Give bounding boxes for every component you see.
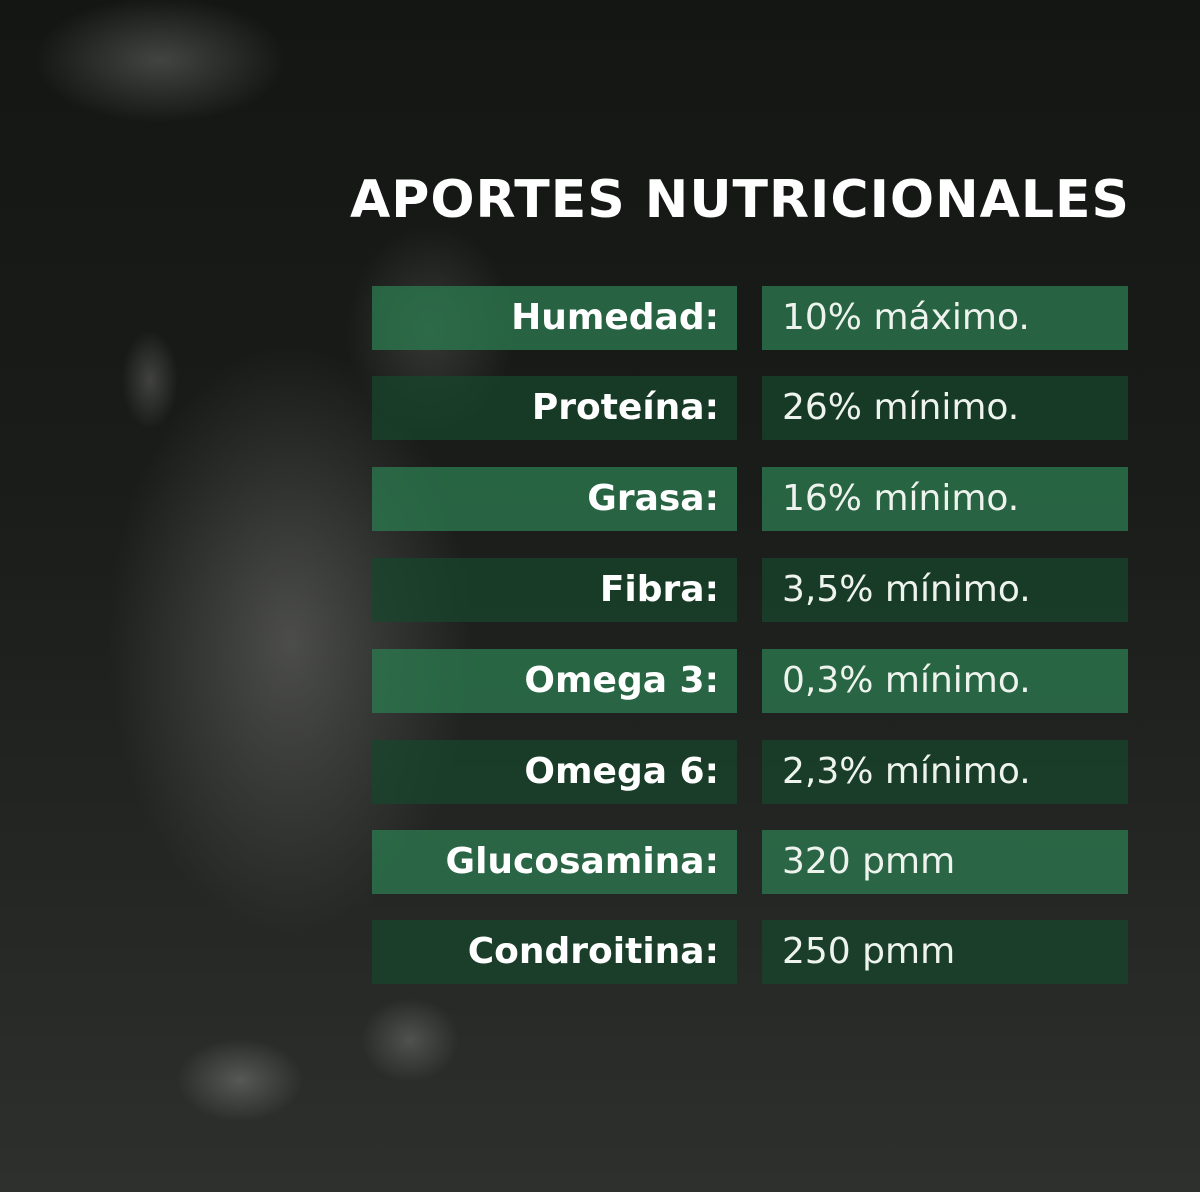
nutrient-label: Fibra: [372, 558, 737, 622]
nutrient-row: Omega 6: 2,3% mínimo. [372, 740, 1128, 804]
nutrient-row: Proteína: 26% mínimo. [372, 376, 1128, 440]
nutrient-value: 2,3% mínimo. [762, 740, 1128, 804]
nutrient-row: Fibra: 3,5% mínimo. [372, 558, 1128, 622]
nutrient-value: 26% mínimo. [762, 376, 1128, 440]
nutrient-value: 10% máximo. [762, 286, 1128, 350]
nutrient-label: Proteína: [372, 376, 737, 440]
nutrient-row: Glucosamina: 320 pmm [372, 830, 1128, 894]
nutrient-row: Grasa: 16% mínimo. [372, 467, 1128, 531]
nutrient-value: 0,3% mínimo. [762, 649, 1128, 713]
nutrient-value: 250 pmm [762, 920, 1128, 984]
page-title: APORTES NUTRICIONALES [349, 170, 1130, 230]
nutrient-value: 16% mínimo. [762, 467, 1128, 531]
nutrient-row: Omega 3: 0,3% mínimo. [372, 649, 1128, 713]
nutrient-label: Glucosamina: [372, 830, 737, 894]
nutrient-label: Grasa: [372, 467, 737, 531]
nutrient-row: Humedad: 10% máximo. [372, 286, 1128, 350]
nutrient-value: 3,5% mínimo. [762, 558, 1128, 622]
nutrient-label: Humedad: [372, 286, 737, 350]
nutrient-label: Omega 3: [372, 649, 737, 713]
nutrient-label: Omega 6: [372, 740, 737, 804]
nutrient-label: Condroitina: [372, 920, 737, 984]
nutrient-value: 320 pmm [762, 830, 1128, 894]
nutrient-row: Condroitina: 250 pmm [372, 920, 1128, 984]
